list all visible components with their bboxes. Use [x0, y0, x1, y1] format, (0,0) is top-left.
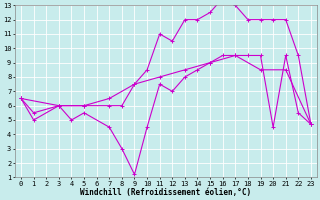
X-axis label: Windchill (Refroidissement éolien,°C): Windchill (Refroidissement éolien,°C)	[80, 188, 252, 197]
